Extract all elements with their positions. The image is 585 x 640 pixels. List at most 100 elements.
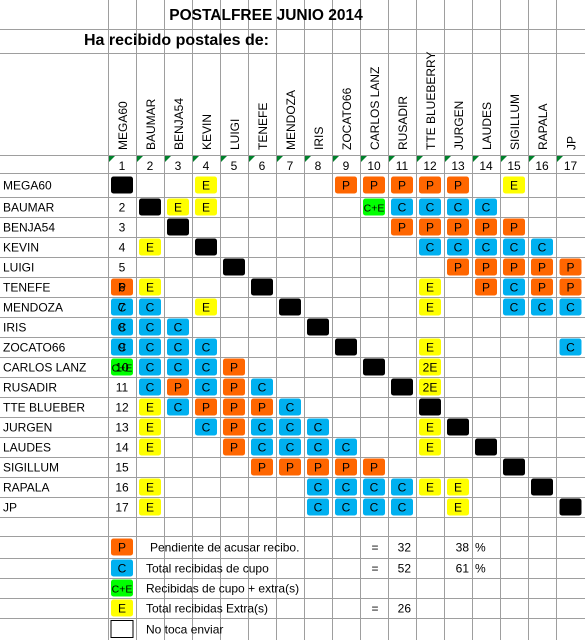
status-code: E xyxy=(510,178,518,192)
legend-text: Total recibidas de cupo xyxy=(146,561,269,575)
status-badge xyxy=(195,358,217,376)
status-code: C xyxy=(202,420,211,434)
status-badge xyxy=(307,418,329,436)
status-code: P xyxy=(202,400,210,414)
status-badge xyxy=(391,198,413,216)
status-badge xyxy=(503,238,525,256)
status-badge xyxy=(531,258,553,276)
column-number: 11 xyxy=(396,159,409,173)
column-number: 2 xyxy=(147,159,154,173)
row-number: 9 xyxy=(119,340,126,354)
status-code: E xyxy=(426,420,434,434)
status-code: C xyxy=(398,500,407,514)
matrix-cells: E P P P P P EE E C+E C C C CP P P P PE C C C C CP P P P PE E P C P PC E… xyxy=(111,176,582,516)
black-block xyxy=(195,238,217,256)
status-badge xyxy=(363,498,385,516)
status-code: P xyxy=(482,260,490,274)
status-code: C xyxy=(146,380,155,394)
status-badge xyxy=(391,176,413,194)
status-badge xyxy=(111,358,133,376)
status-badge xyxy=(447,498,469,516)
column-header-name: LAUDES xyxy=(480,102,494,150)
status-code: C xyxy=(314,500,323,514)
status-badge xyxy=(111,599,133,617)
column-header-name: TENEFE xyxy=(256,103,270,150)
status-code: P xyxy=(426,220,434,234)
status-badge xyxy=(307,498,329,516)
status-badge xyxy=(139,498,161,516)
status-code: P xyxy=(398,220,406,234)
status-badge xyxy=(139,318,161,336)
status-badge xyxy=(139,238,161,256)
status-code: C xyxy=(566,300,575,314)
row-number: 11 xyxy=(116,380,129,394)
black-block xyxy=(419,398,441,416)
row-number: 7 xyxy=(119,300,126,314)
status-badge xyxy=(419,278,441,296)
status-code: P xyxy=(510,220,518,234)
column-header-name: BAUMAR xyxy=(144,98,158,150)
status-code: E xyxy=(146,440,154,454)
black-block xyxy=(363,358,385,376)
status-badge xyxy=(139,418,161,436)
status-badge xyxy=(335,176,357,194)
row-number: 13 xyxy=(115,420,129,434)
status-code: P xyxy=(258,400,266,414)
column-header-name: TTE BLUEBERRY xyxy=(424,52,438,150)
black-block xyxy=(447,418,469,436)
row-name: LAUDES xyxy=(3,440,51,454)
status-code: E xyxy=(202,200,210,214)
column-header-name: IRIS xyxy=(312,127,326,150)
status-badge xyxy=(475,198,497,216)
status-badge xyxy=(307,478,329,496)
corner-mark xyxy=(249,156,255,162)
legend-text: Pendiente de acusar recibo. xyxy=(150,540,299,554)
row-name: RUSADIR xyxy=(3,380,57,394)
status-code: C xyxy=(314,440,323,454)
column-header-name: RUSADIR xyxy=(396,96,410,150)
legend-equals: = xyxy=(371,561,378,575)
status-code: P xyxy=(398,178,406,192)
status-code: P xyxy=(482,220,490,234)
status-badge xyxy=(223,398,245,416)
status-badge xyxy=(195,338,217,356)
status-code: E xyxy=(426,440,434,454)
legend-text: Recibidas de cupo + extra(s) xyxy=(146,581,299,595)
status-badge xyxy=(111,298,133,316)
status-code: C xyxy=(370,500,379,514)
status-badge xyxy=(111,278,133,296)
status-badge xyxy=(419,238,441,256)
status-code: P xyxy=(538,280,546,294)
corner-mark xyxy=(193,156,199,162)
status-badge xyxy=(419,298,441,316)
status-badge xyxy=(223,418,245,436)
status-badge xyxy=(139,398,161,416)
status-badge xyxy=(419,176,441,194)
status-badge xyxy=(363,478,385,496)
column-header-name: CARLOS LANZ xyxy=(368,67,382,150)
status-code: C xyxy=(482,240,491,254)
status-badge xyxy=(279,398,301,416)
status-code: C xyxy=(538,300,547,314)
status-badge xyxy=(251,398,273,416)
status-code: C xyxy=(118,340,127,354)
status-badge xyxy=(335,458,357,476)
row-name: TENEFE xyxy=(3,280,50,294)
status-code: P xyxy=(342,460,350,474)
status-badge xyxy=(475,218,497,236)
status-code: C xyxy=(202,380,211,394)
status-code: E xyxy=(118,601,126,615)
column-number: 8 xyxy=(315,159,322,173)
status-badge xyxy=(419,438,441,456)
row-name: MEGA60 xyxy=(3,178,52,192)
row-name: RAPALA xyxy=(3,480,49,494)
status-code: E xyxy=(202,178,210,192)
status-badge xyxy=(307,458,329,476)
sheet-subtitle: Ha recibido postales de: xyxy=(84,32,269,49)
status-badge xyxy=(195,176,217,194)
row-name: ZOCATO66 xyxy=(3,340,66,354)
status-code: P xyxy=(314,460,322,474)
status-badge xyxy=(251,418,273,436)
status-code: C xyxy=(202,340,211,354)
corner-mark xyxy=(557,156,563,162)
